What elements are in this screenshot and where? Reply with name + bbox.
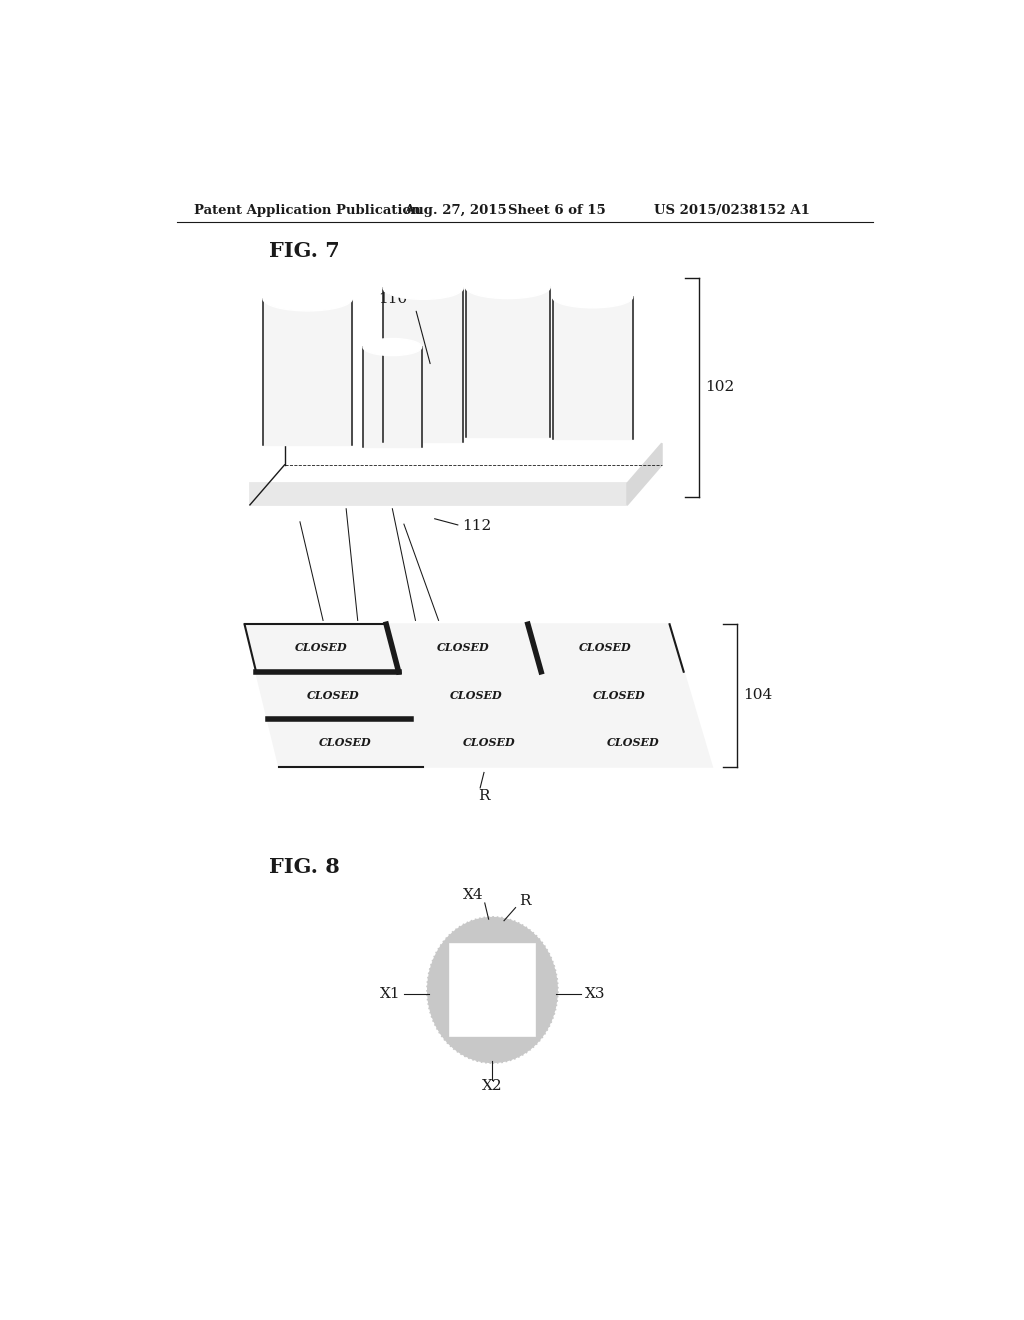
Polygon shape	[553, 297, 633, 440]
Text: R: R	[478, 788, 489, 803]
Text: CLOSED: CLOSED	[295, 643, 348, 653]
Text: R: R	[519, 895, 530, 908]
Ellipse shape	[383, 276, 463, 300]
Text: X2: X2	[482, 1080, 503, 1093]
Polygon shape	[383, 288, 463, 442]
Ellipse shape	[553, 286, 633, 308]
Text: Aug. 27, 2015: Aug. 27, 2015	[403, 205, 507, 218]
Text: CLOSED: CLOSED	[580, 643, 632, 653]
Polygon shape	[364, 347, 422, 447]
Polygon shape	[250, 483, 628, 506]
Polygon shape	[250, 444, 662, 483]
Ellipse shape	[466, 276, 550, 298]
Text: CLOSED: CLOSED	[606, 738, 659, 748]
Text: 110: 110	[378, 292, 407, 305]
Text: CLOSED: CLOSED	[463, 738, 515, 748]
Polygon shape	[466, 286, 550, 437]
Text: CLOSED: CLOSED	[437, 643, 489, 653]
Text: Patent Application Publication: Patent Application Publication	[194, 205, 421, 218]
Text: CLOSED: CLOSED	[319, 738, 372, 748]
Text: 102: 102	[705, 380, 734, 395]
Text: US 2015/0238152 A1: US 2015/0238152 A1	[654, 205, 810, 218]
Text: X1: X1	[380, 987, 400, 1001]
Text: FIG. 7: FIG. 7	[269, 240, 340, 261]
Polygon shape	[451, 944, 535, 1036]
Polygon shape	[245, 624, 712, 767]
Ellipse shape	[263, 286, 352, 312]
Text: CLOSED: CLOSED	[450, 690, 503, 701]
Text: Sheet 6 of 15: Sheet 6 of 15	[508, 205, 605, 218]
Text: 104: 104	[743, 689, 773, 702]
Text: CLOSED: CLOSED	[307, 690, 359, 701]
Ellipse shape	[427, 917, 558, 1063]
Text: X4: X4	[463, 888, 483, 903]
Text: 112: 112	[462, 520, 490, 533]
Text: CLOSED: CLOSED	[593, 690, 645, 701]
Text: FIG. 8: FIG. 8	[269, 857, 340, 876]
Polygon shape	[263, 298, 352, 445]
Ellipse shape	[364, 338, 422, 355]
Text: X3: X3	[585, 987, 605, 1001]
Polygon shape	[628, 444, 662, 506]
